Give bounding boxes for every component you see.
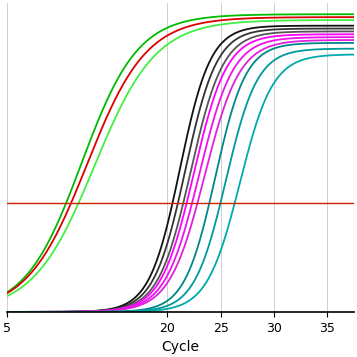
X-axis label: Cycle: Cycle	[161, 340, 200, 354]
